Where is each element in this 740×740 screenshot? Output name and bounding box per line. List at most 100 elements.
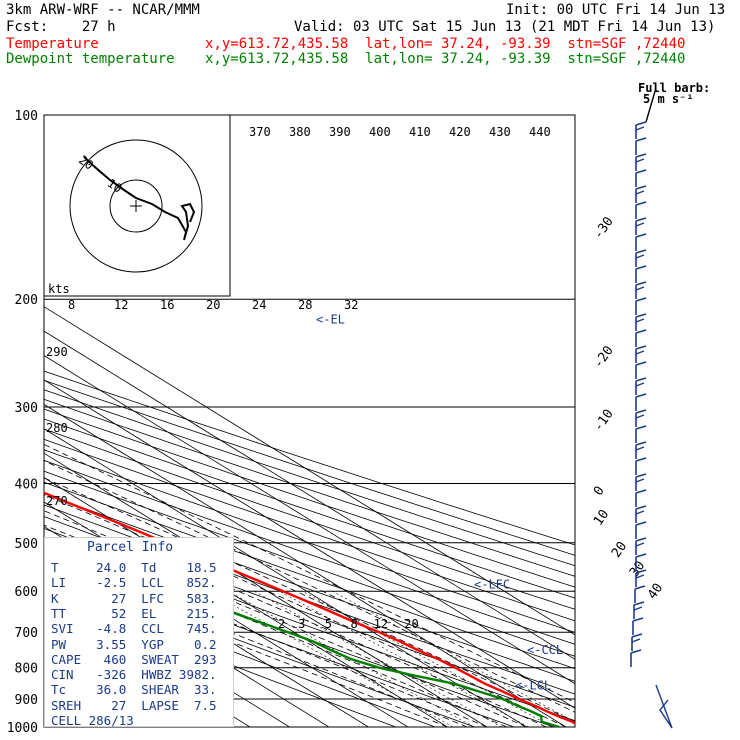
isotherm-label-text: 20 — [609, 539, 630, 560]
isotherm-label-text: 0 — [591, 484, 608, 499]
wind-barb-flag — [634, 585, 646, 590]
speed-tick-label: 20 — [206, 298, 220, 312]
wind-barb-flag — [630, 649, 642, 654]
dry-adiabat-label: 280 — [46, 421, 68, 435]
mixing-ratio-line — [279, 590, 529, 727]
isotherm-label: 10 — [591, 507, 612, 528]
barb-legend-units: 5 m s⁻¹ — [643, 92, 694, 106]
dry-adiabat-line — [44, 418, 575, 599]
isotherm-label-text: -30 — [591, 214, 617, 242]
pressure-tick-label: 100 — [15, 109, 38, 124]
isotherm-label: -20 — [591, 343, 617, 371]
moist-adiabat-line — [44, 524, 527, 727]
wind-barb-half — [635, 190, 645, 195]
barb-legend: Full barb: — [638, 81, 710, 95]
dry-adiabat-line — [44, 408, 575, 588]
parcel-info-row: CELL 286/13 — [51, 713, 134, 728]
mixing-ratio-line — [254, 590, 502, 727]
theta-label: 380 — [289, 125, 311, 139]
theta-label: 400 — [369, 125, 391, 139]
isotherm-label: 30 — [627, 558, 648, 579]
wind-barb-half — [635, 222, 645, 227]
parcel-annotations: <-EL <-LFC <-CCL <-LCL — [316, 312, 563, 692]
mixing-ratio-label: 2 — [278, 617, 285, 631]
speed-tick-label: 8 — [68, 298, 75, 312]
pressure-tick-label: 900 — [15, 693, 38, 708]
isotherm-label-text: 10 — [591, 507, 612, 528]
isotherm-label: 20 — [609, 539, 630, 560]
annotation-lfc: <-LFC — [474, 578, 510, 592]
parcel-info-row: K 27 LFC 583. — [51, 590, 217, 606]
wind-barb-half — [635, 126, 645, 131]
wind-barb-flag — [631, 633, 643, 638]
isotherm-label-text: 40 — [645, 581, 666, 602]
annotation-el: <-EL — [316, 312, 345, 326]
dewpoint-legend: Dewpoint temperature — [6, 51, 175, 67]
wind-barb-flag — [635, 473, 647, 478]
parcel-info-row: TT 52 EL 215. — [51, 605, 217, 621]
dry-adiabat-line — [44, 428, 575, 610]
theta-label: 410 — [409, 125, 431, 139]
isotherm-label: 40 — [645, 581, 666, 602]
wind-barb-half — [635, 318, 645, 323]
wind-barb-flag — [635, 121, 647, 126]
dry-adiabat-label: 290 — [46, 345, 68, 359]
moist-adiabat-line — [44, 510, 547, 727]
forecast-hour: Fcst: 27 h — [6, 19, 116, 35]
dry-adiabat-line — [44, 504, 575, 695]
wind-barb-half — [633, 606, 643, 611]
isotherm-label: -30 — [591, 214, 617, 242]
isotherm-label: -10 — [591, 407, 617, 435]
speed-tick-label: 16 — [160, 298, 174, 312]
moist-adiabat-line — [44, 559, 468, 727]
wind-barb-flag — [635, 361, 647, 366]
header: 3km ARW-WRF -- NCAR/MMM Init: 00 UTC Fri… — [0, 0, 740, 70]
hodograph-ring-inner — [109, 179, 163, 233]
parcel-info-row: LI -2.5 LCL 852. — [51, 575, 217, 591]
isotherm-label-text: -20 — [591, 343, 617, 371]
speed-tick-label: 28 — [298, 298, 312, 312]
valid-time: Valid: 03 UTC Sat 15 Jun 13 (21 MDT Fri … — [294, 19, 716, 35]
pressure-tick-label: 600 — [15, 585, 38, 600]
wind-barb-flag — [635, 169, 647, 174]
wind-barb-flag — [635, 425, 647, 430]
barb-legend-staff — [645, 87, 657, 123]
wind-barbs: Full barb:5 m s⁻¹ — [630, 81, 710, 729]
parcel-info-row: SREH 27 LAPSE 7.5 — [51, 697, 217, 713]
theta-label: 440 — [529, 125, 551, 139]
wind-barb-flag — [635, 393, 647, 398]
wind-barb-flag — [635, 313, 647, 318]
wind-barb-flag — [635, 233, 647, 238]
isotherm-line — [44, 477, 449, 727]
wind-barb-flag — [635, 297, 647, 302]
mixing-ratio-label: 8 — [350, 617, 357, 631]
wind-barb-flag — [635, 153, 647, 158]
surface-wind-barb — [655, 684, 673, 729]
mixing-ratio-label: 3 — [298, 617, 305, 631]
dry-adiabat-line — [44, 459, 575, 645]
wind-barb-half — [631, 638, 641, 643]
dry-adiabat-line — [44, 492, 575, 682]
speed-tick-label: 12 — [114, 298, 128, 312]
wind-barb-flag — [635, 553, 647, 558]
parcel-info-title: Parcel Info — [87, 540, 174, 555]
parcel-info-row: PW 3.55 YGP 0.2 — [51, 636, 217, 652]
isotherm-label-text: 30 — [627, 558, 648, 579]
dry-adiabat-line — [44, 591, 397, 727]
wind-barb-half — [635, 542, 645, 547]
pressure-tick-label: 400 — [15, 477, 38, 492]
axis-labels: 2 3 5 8 12 201002003004005006007008009001000-… — [7, 109, 667, 736]
theta-label: 430 — [489, 125, 511, 139]
wind-barb-flag — [635, 537, 647, 542]
dry-adiabat-line — [44, 470, 575, 657]
wind-barb-half — [635, 478, 645, 483]
isotherm-line — [44, 355, 575, 685]
wind-barb-flag — [635, 569, 647, 574]
annotation-lcl: <-LCL — [515, 678, 551, 692]
wind-barb-flag — [635, 377, 647, 382]
wind-barb-flag — [633, 601, 645, 606]
wind-barb-flag — [635, 441, 647, 446]
pressure-tick-label: 200 — [15, 293, 38, 308]
dry-adiabat-label: 270 — [46, 494, 68, 508]
